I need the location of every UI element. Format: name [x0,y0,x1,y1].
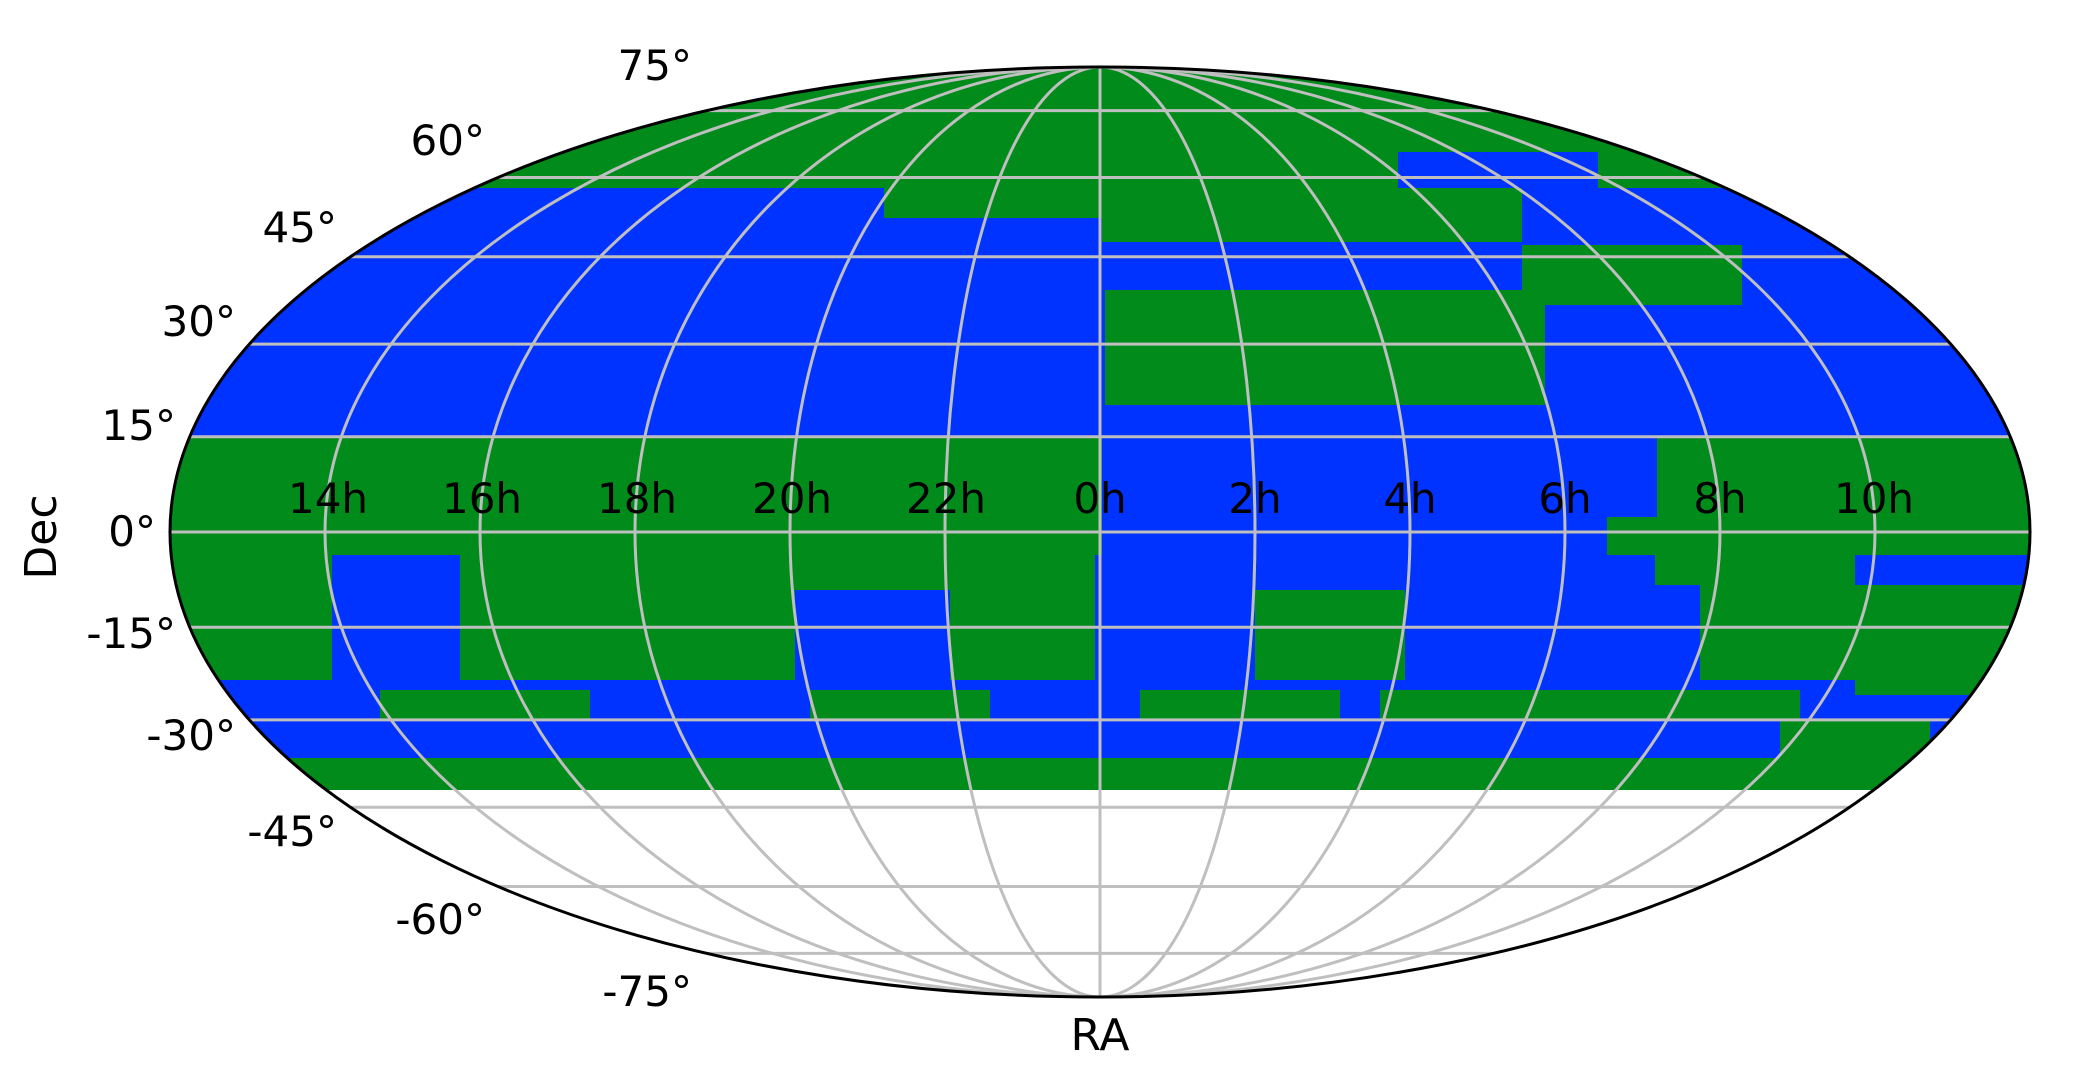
dec-tick-label: -60° [395,895,485,944]
graticule-meridian [633,67,1101,997]
ra-tick-label: 10h [1834,474,1914,523]
graticule-meridian [1099,67,1412,997]
x-axis-label: RA [1071,1010,1130,1061]
ra-tick-label: 8h [1693,474,1746,523]
dec-tick-label: -75° [602,967,692,1016]
coverage-region-patch [1102,180,1522,242]
coverage-region-patch [1105,290,1545,405]
graticule-meridian [478,67,1101,997]
dec-tick-label: -45° [247,807,337,856]
coverage-region-patch [1700,585,1865,680]
graticule-meridian [1099,67,1567,997]
coverage-region-patch [1380,690,1800,720]
coverage-region-patch [810,690,990,720]
ra-tick-label: 20h [752,474,832,523]
graticule [170,67,2030,997]
dec-tick-label: 45° [263,203,337,252]
coverage-region-patch [950,590,1095,680]
dec-tick-labels: 75° 60° 45° 30° 15° 0° -15° -30° -45° -6… [86,41,692,1016]
ra-tick-label: 14h [288,474,368,523]
graticule-meridian [1099,67,1722,997]
map-outline [168,65,2032,999]
dec-tick-label: 0° [108,507,156,556]
ra-tick-label: 18h [597,474,677,523]
ra-tick-label: 0h [1073,474,1126,523]
dec-tick-label: 30° [162,297,236,346]
coverage-region-patch [1255,590,1405,680]
graticule-meridian [1099,67,1877,997]
coverage-region-patch [380,690,590,720]
coverage-region-patch [1780,720,1930,758]
dec-tick-label: 75° [618,41,692,90]
y-axis-label: Dec [16,494,67,579]
coverage-region-patch [1398,152,1598,188]
coverage-region-patch [1102,437,1607,555]
ra-tick-label: 2h [1228,474,1281,523]
coverage-region-patch [1522,245,1742,305]
ra-tick-label: 6h [1538,474,1591,523]
ra-tick-label: 16h [442,474,522,523]
dec-tick-label: 15° [102,401,176,450]
ra-tick-label: 22h [906,474,986,523]
ra-tick-label: 4h [1383,474,1436,523]
coverage-region-patch [1855,585,2030,695]
coverage-region-patch [1607,437,1657,517]
ra-tick-labels: 14h 16h 18h 20h 22h 0h 2h 4h 6h 8h 10h [288,474,1914,523]
graticule-meridian [788,67,1101,997]
coverage-region-patch [1655,555,1855,585]
graticule-meridian [943,67,1101,997]
dec-tick-label: -30° [146,711,236,760]
dec-tick-label: 60° [411,116,485,165]
coverage-region-patch [1140,690,1340,720]
graticule-meridian [323,67,1101,997]
graticule-meridian [1099,67,1257,997]
dec-tick-label: -15° [86,609,176,658]
coverage-region-patch [460,555,795,680]
